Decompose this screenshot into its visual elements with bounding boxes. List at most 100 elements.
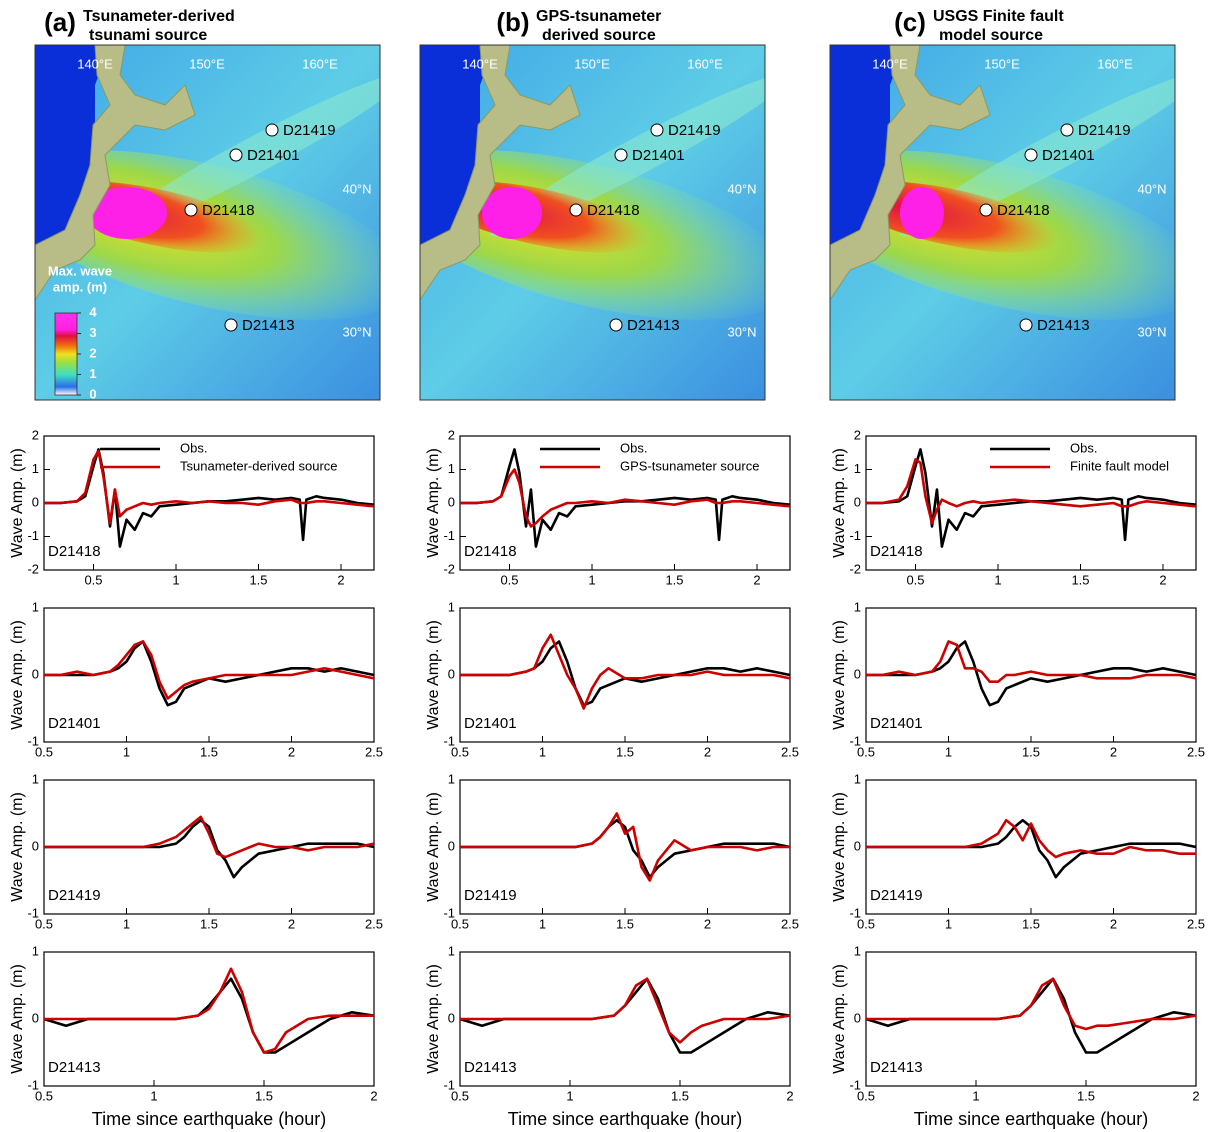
panel-title: GPS-tsunameter	[536, 8, 661, 25]
x-tick-label: 2	[288, 916, 295, 931]
station-marker	[1061, 124, 1073, 136]
series-line	[866, 820, 1196, 877]
lon-label: 140°E	[462, 56, 498, 71]
x-tick-label: 2	[704, 744, 711, 759]
x-tick-label: 2	[288, 744, 295, 759]
lon-label: 160°E	[687, 56, 723, 71]
x-tick-label: 2	[1159, 572, 1166, 587]
y-tick-label: 0	[32, 666, 39, 681]
y-tick-label: 1	[854, 461, 861, 476]
x-tick-label: 1	[123, 916, 130, 931]
x-tick-label: 1.5	[255, 1088, 273, 1103]
y-tick-label: -2	[849, 561, 861, 576]
y-tick-label: 0	[32, 1010, 39, 1025]
station-label: D21401	[1042, 147, 1095, 164]
x-tick-label: 1.5	[671, 1088, 689, 1103]
lat-label: 40°N	[727, 181, 756, 196]
wave-max	[482, 187, 542, 239]
y-tick-label: 0	[448, 494, 455, 509]
lat-label: 30°N	[342, 324, 371, 339]
x-tick-label: 1	[566, 1088, 573, 1103]
x-tick-label: 1	[539, 916, 546, 931]
figure: (a)Tsunameter-derivedtsunami source(b)GP…	[0, 0, 1214, 1132]
x-tick-label: 1.5	[616, 744, 634, 759]
x-tick-label: 1	[172, 572, 179, 587]
x-tick-label: 0.5	[500, 572, 518, 587]
station-marker	[651, 124, 663, 136]
legend-label: GPS-tsunameter source	[620, 458, 759, 473]
station-label: D21413	[1037, 317, 1090, 334]
y-tick-label: 0	[448, 1010, 455, 1025]
station-annotation: D21413	[870, 1059, 923, 1076]
series-line	[460, 979, 790, 1043]
y-axis-label: Wave Amp. (m)	[9, 964, 26, 1074]
x-tick-label: 2	[753, 572, 760, 587]
map: 140°E150°E160°E40°N30°ND21419D21401D2141…	[369, 45, 810, 400]
lon-label: 160°E	[1097, 56, 1133, 71]
panel-title: derived source	[542, 27, 656, 44]
series-line	[44, 642, 374, 706]
station-label: D21401	[247, 147, 300, 164]
x-axis-label: Time since earthquake (hour)	[92, 1109, 326, 1129]
map-body	[369, 45, 810, 400]
x-tick-label: 1.5	[200, 916, 218, 931]
station-annotation: D21419	[870, 887, 923, 904]
y-tick-label: 0	[448, 838, 455, 853]
station-label: D21401	[632, 147, 685, 164]
y-tick-label: 0	[32, 838, 39, 853]
map-body	[779, 45, 1214, 400]
y-tick-label: 2	[854, 427, 861, 442]
station-annotation: D21419	[48, 887, 101, 904]
y-tick-label: 0	[448, 666, 455, 681]
page: {"panels":[ {"label":"(a)","title":["Tsu…	[0, 0, 1214, 1132]
lat-label: 30°N	[727, 324, 756, 339]
y-tick-label: 1	[854, 943, 861, 958]
y-axis-label: Wave Amp. (m)	[425, 620, 442, 730]
x-tick-label: 1.5	[200, 744, 218, 759]
station-marker	[1020, 319, 1032, 331]
panel-label: (b)	[496, 7, 529, 37]
panel-title: USGS Finite fault	[933, 8, 1064, 25]
lat-label: 40°N	[1137, 181, 1166, 196]
wave-max	[900, 187, 944, 239]
x-tick-label: 0.5	[451, 1088, 469, 1103]
y-tick-label: -1	[27, 528, 39, 543]
station-annotation: D21419	[464, 887, 517, 904]
x-tick-label: 1	[945, 744, 952, 759]
station-marker	[570, 204, 582, 216]
station-label: D21418	[587, 202, 640, 219]
y-axis-label: Wave Amp. (m)	[425, 448, 442, 558]
series-line	[866, 820, 1196, 857]
station-annotation: D21401	[464, 715, 517, 732]
station-annotation: D21401	[48, 715, 101, 732]
y-tick-label: 1	[448, 461, 455, 476]
x-tick-label: 2	[1110, 916, 1117, 931]
series-line	[866, 979, 1196, 1053]
colorbar-tick-label: 2	[89, 345, 96, 360]
y-axis-label: Wave Amp. (m)	[831, 964, 848, 1074]
x-tick-label: 1.5	[1022, 916, 1040, 931]
series-line	[460, 820, 790, 877]
x-tick-label: 1	[123, 744, 130, 759]
station-marker	[615, 149, 627, 161]
station-label: D21418	[997, 202, 1050, 219]
y-tick-label: 1	[32, 771, 39, 786]
y-tick-label: 0	[854, 838, 861, 853]
y-tick-label: 1	[854, 771, 861, 786]
x-axis-label: Time since earthquake (hour)	[914, 1109, 1148, 1129]
y-tick-label: 1	[448, 771, 455, 786]
y-axis-label: Wave Amp. (m)	[9, 792, 26, 902]
station-annotation: D21418	[48, 543, 101, 560]
lon-label: 140°E	[872, 56, 908, 71]
series-line	[460, 979, 790, 1053]
x-tick-label: 1	[972, 1088, 979, 1103]
panel-title: Tsunameter-derived	[83, 8, 235, 25]
station-annotation: D21413	[48, 1059, 101, 1076]
x-tick-label: 2	[370, 1088, 377, 1103]
x-tick-label: 1.5	[1071, 572, 1089, 587]
series-line	[44, 642, 374, 699]
x-tick-label: 1.5	[249, 572, 267, 587]
x-tick-label: 2	[1192, 1088, 1199, 1103]
